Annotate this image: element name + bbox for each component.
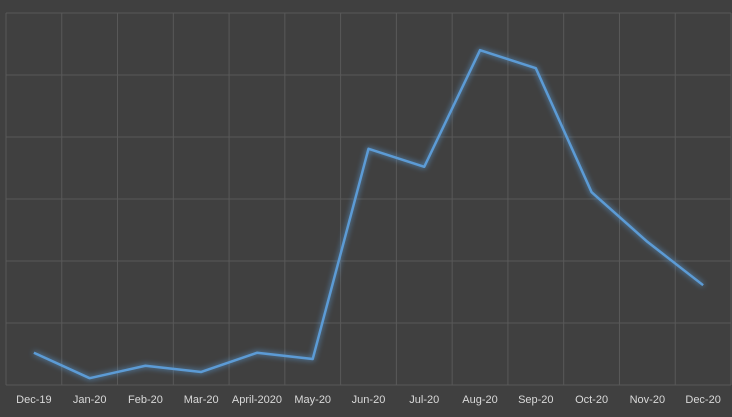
x-tick-label: Feb-20	[128, 394, 163, 406]
x-tick-label: Dec-20	[685, 394, 720, 406]
x-tick-label: April-2020	[232, 394, 282, 406]
x-tick-label: Aug-20	[462, 394, 497, 406]
x-tick-label: Nov-20	[630, 394, 665, 406]
x-tick-label: Jan-20	[73, 394, 107, 406]
x-tick-label: Jun-20	[352, 394, 386, 406]
x-tick-label: Oct-20	[575, 394, 608, 406]
x-tick-label: Jul-20	[409, 394, 439, 406]
x-tick-label: Mar-20	[184, 394, 219, 406]
x-tick-label: May-20	[294, 394, 331, 406]
data-line	[33, 48, 704, 380]
x-tick-label: Dec-19	[16, 394, 51, 406]
x-tick-label: Sep-20	[518, 394, 553, 406]
